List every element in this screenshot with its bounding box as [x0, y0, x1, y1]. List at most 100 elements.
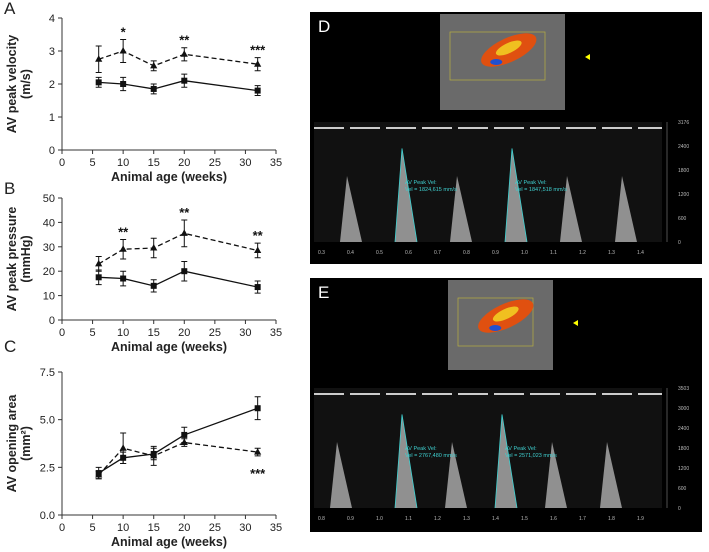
- time-label: 1.6: [550, 516, 557, 522]
- time-label: 1.4: [637, 250, 644, 256]
- x-tick-label: 15: [148, 522, 160, 534]
- y-tick-label: 2.5: [40, 462, 55, 474]
- x-axis-label: Animal age (weeks): [111, 340, 227, 354]
- time-label: 1.1: [550, 250, 557, 256]
- velocity-label: 0: [678, 506, 681, 512]
- doppler-blue: [490, 59, 503, 65]
- velocity-spike: [615, 176, 637, 242]
- point: [95, 259, 103, 267]
- x-tick-label: 5: [90, 157, 96, 169]
- velocity-spike: [340, 176, 362, 242]
- point: [254, 87, 261, 94]
- point: [254, 60, 262, 67]
- x-axis-label: Animal age (weeks): [111, 170, 227, 184]
- time-label: 1.4: [492, 516, 499, 522]
- y-axis-label: (mm²): [19, 426, 33, 461]
- reading: AV Peak Vel:: [505, 446, 537, 452]
- time-label: 0.9: [347, 516, 354, 522]
- x-tick-label: 35: [270, 157, 282, 169]
- y-axis-label: (mmHg): [19, 235, 33, 282]
- y-tick-label: 3: [49, 46, 55, 58]
- y-tick-label: 4: [49, 13, 55, 25]
- x-tick-label: 15: [148, 327, 160, 339]
- point: [95, 79, 102, 86]
- y-tick-label: 1: [49, 112, 55, 124]
- y-tick-label: 2: [49, 79, 55, 91]
- velocity-spike: [445, 442, 467, 508]
- x-tick-label: 35: [270, 522, 282, 534]
- time-label: 1.2: [579, 250, 586, 256]
- velocity-spike: [600, 442, 622, 508]
- point: [150, 282, 157, 289]
- time-label: 0.5: [376, 250, 383, 256]
- y-tick-label: 7.5: [40, 367, 55, 379]
- velocity-label: 3503: [678, 386, 689, 392]
- y-tick-label: 40: [43, 217, 55, 229]
- significance-mark: **: [253, 228, 264, 243]
- reading: AV Peak Vel:: [515, 180, 547, 186]
- point: [181, 431, 188, 438]
- significance-mark: **: [179, 205, 190, 220]
- significance-mark: **: [118, 224, 129, 239]
- x-axis-label: Animal age (weeks): [111, 535, 227, 549]
- x-tick-label: 30: [239, 327, 251, 339]
- x-tick-label: 5: [90, 522, 96, 534]
- time-label: 1.0: [376, 516, 383, 522]
- time-label: 0.4: [347, 250, 354, 256]
- scan-box: [457, 297, 534, 347]
- point: [181, 268, 188, 275]
- velocity-label: 1200: [678, 466, 689, 472]
- point: [119, 444, 127, 451]
- y-axis-label: AV peak pressure: [5, 207, 19, 312]
- panel-letter: B: [4, 179, 15, 198]
- reading: Vel = 1824,615 mm/s: [405, 187, 457, 193]
- velocity-label: 1800: [678, 446, 689, 452]
- y-tick-label: 30: [43, 242, 55, 254]
- x-tick-label: 10: [117, 327, 129, 339]
- significance-mark: **: [179, 33, 190, 48]
- point: [95, 470, 103, 478]
- x-tick-label: 15: [148, 157, 160, 169]
- y-tick-label: 10: [43, 291, 55, 303]
- time-label: 0.8: [318, 516, 325, 522]
- velocity-label: 3000: [678, 406, 689, 412]
- velocity-label: 600: [678, 486, 687, 492]
- scan-box: [449, 31, 546, 81]
- time-label: 1.8: [608, 516, 615, 522]
- point: [254, 448, 262, 455]
- point: [181, 77, 188, 84]
- y-tick-label: 50: [43, 193, 55, 205]
- reading: Vel = 2571,023 mm/s: [505, 453, 557, 459]
- point: [150, 451, 158, 459]
- velocity-label: 0: [678, 240, 681, 246]
- point: [150, 244, 158, 251]
- point: [254, 246, 262, 253]
- point: [119, 245, 127, 252]
- time-label: 1.2: [434, 516, 441, 522]
- x-tick-label: 30: [239, 157, 251, 169]
- x-tick-label: 20: [178, 157, 190, 169]
- y-axis-label: AV peak velocity: [5, 35, 19, 133]
- x-tick-label: 25: [209, 522, 221, 534]
- time-label: 1.3: [608, 250, 615, 256]
- trace: [494, 414, 518, 509]
- time-label: 1.1: [405, 516, 412, 522]
- x-tick-label: 30: [239, 522, 251, 534]
- reading: AV Peak Vel:: [405, 446, 437, 452]
- time-label: 0.9: [492, 250, 499, 256]
- point: [150, 85, 157, 92]
- velocity-spike: [330, 442, 352, 508]
- marker: [585, 54, 590, 60]
- significance-mark: *: [121, 24, 127, 39]
- x-tick-label: 25: [209, 157, 221, 169]
- doppler-blue: [489, 325, 502, 331]
- panel-letter: C: [4, 337, 16, 356]
- velocity-label: 1800: [678, 168, 689, 174]
- point: [180, 438, 188, 446]
- y-tick-label: 0.0: [40, 510, 55, 522]
- x-tick-label: 20: [178, 522, 190, 534]
- y-axis-label: AV opening area: [5, 394, 19, 493]
- x-tick-label: 10: [117, 157, 129, 169]
